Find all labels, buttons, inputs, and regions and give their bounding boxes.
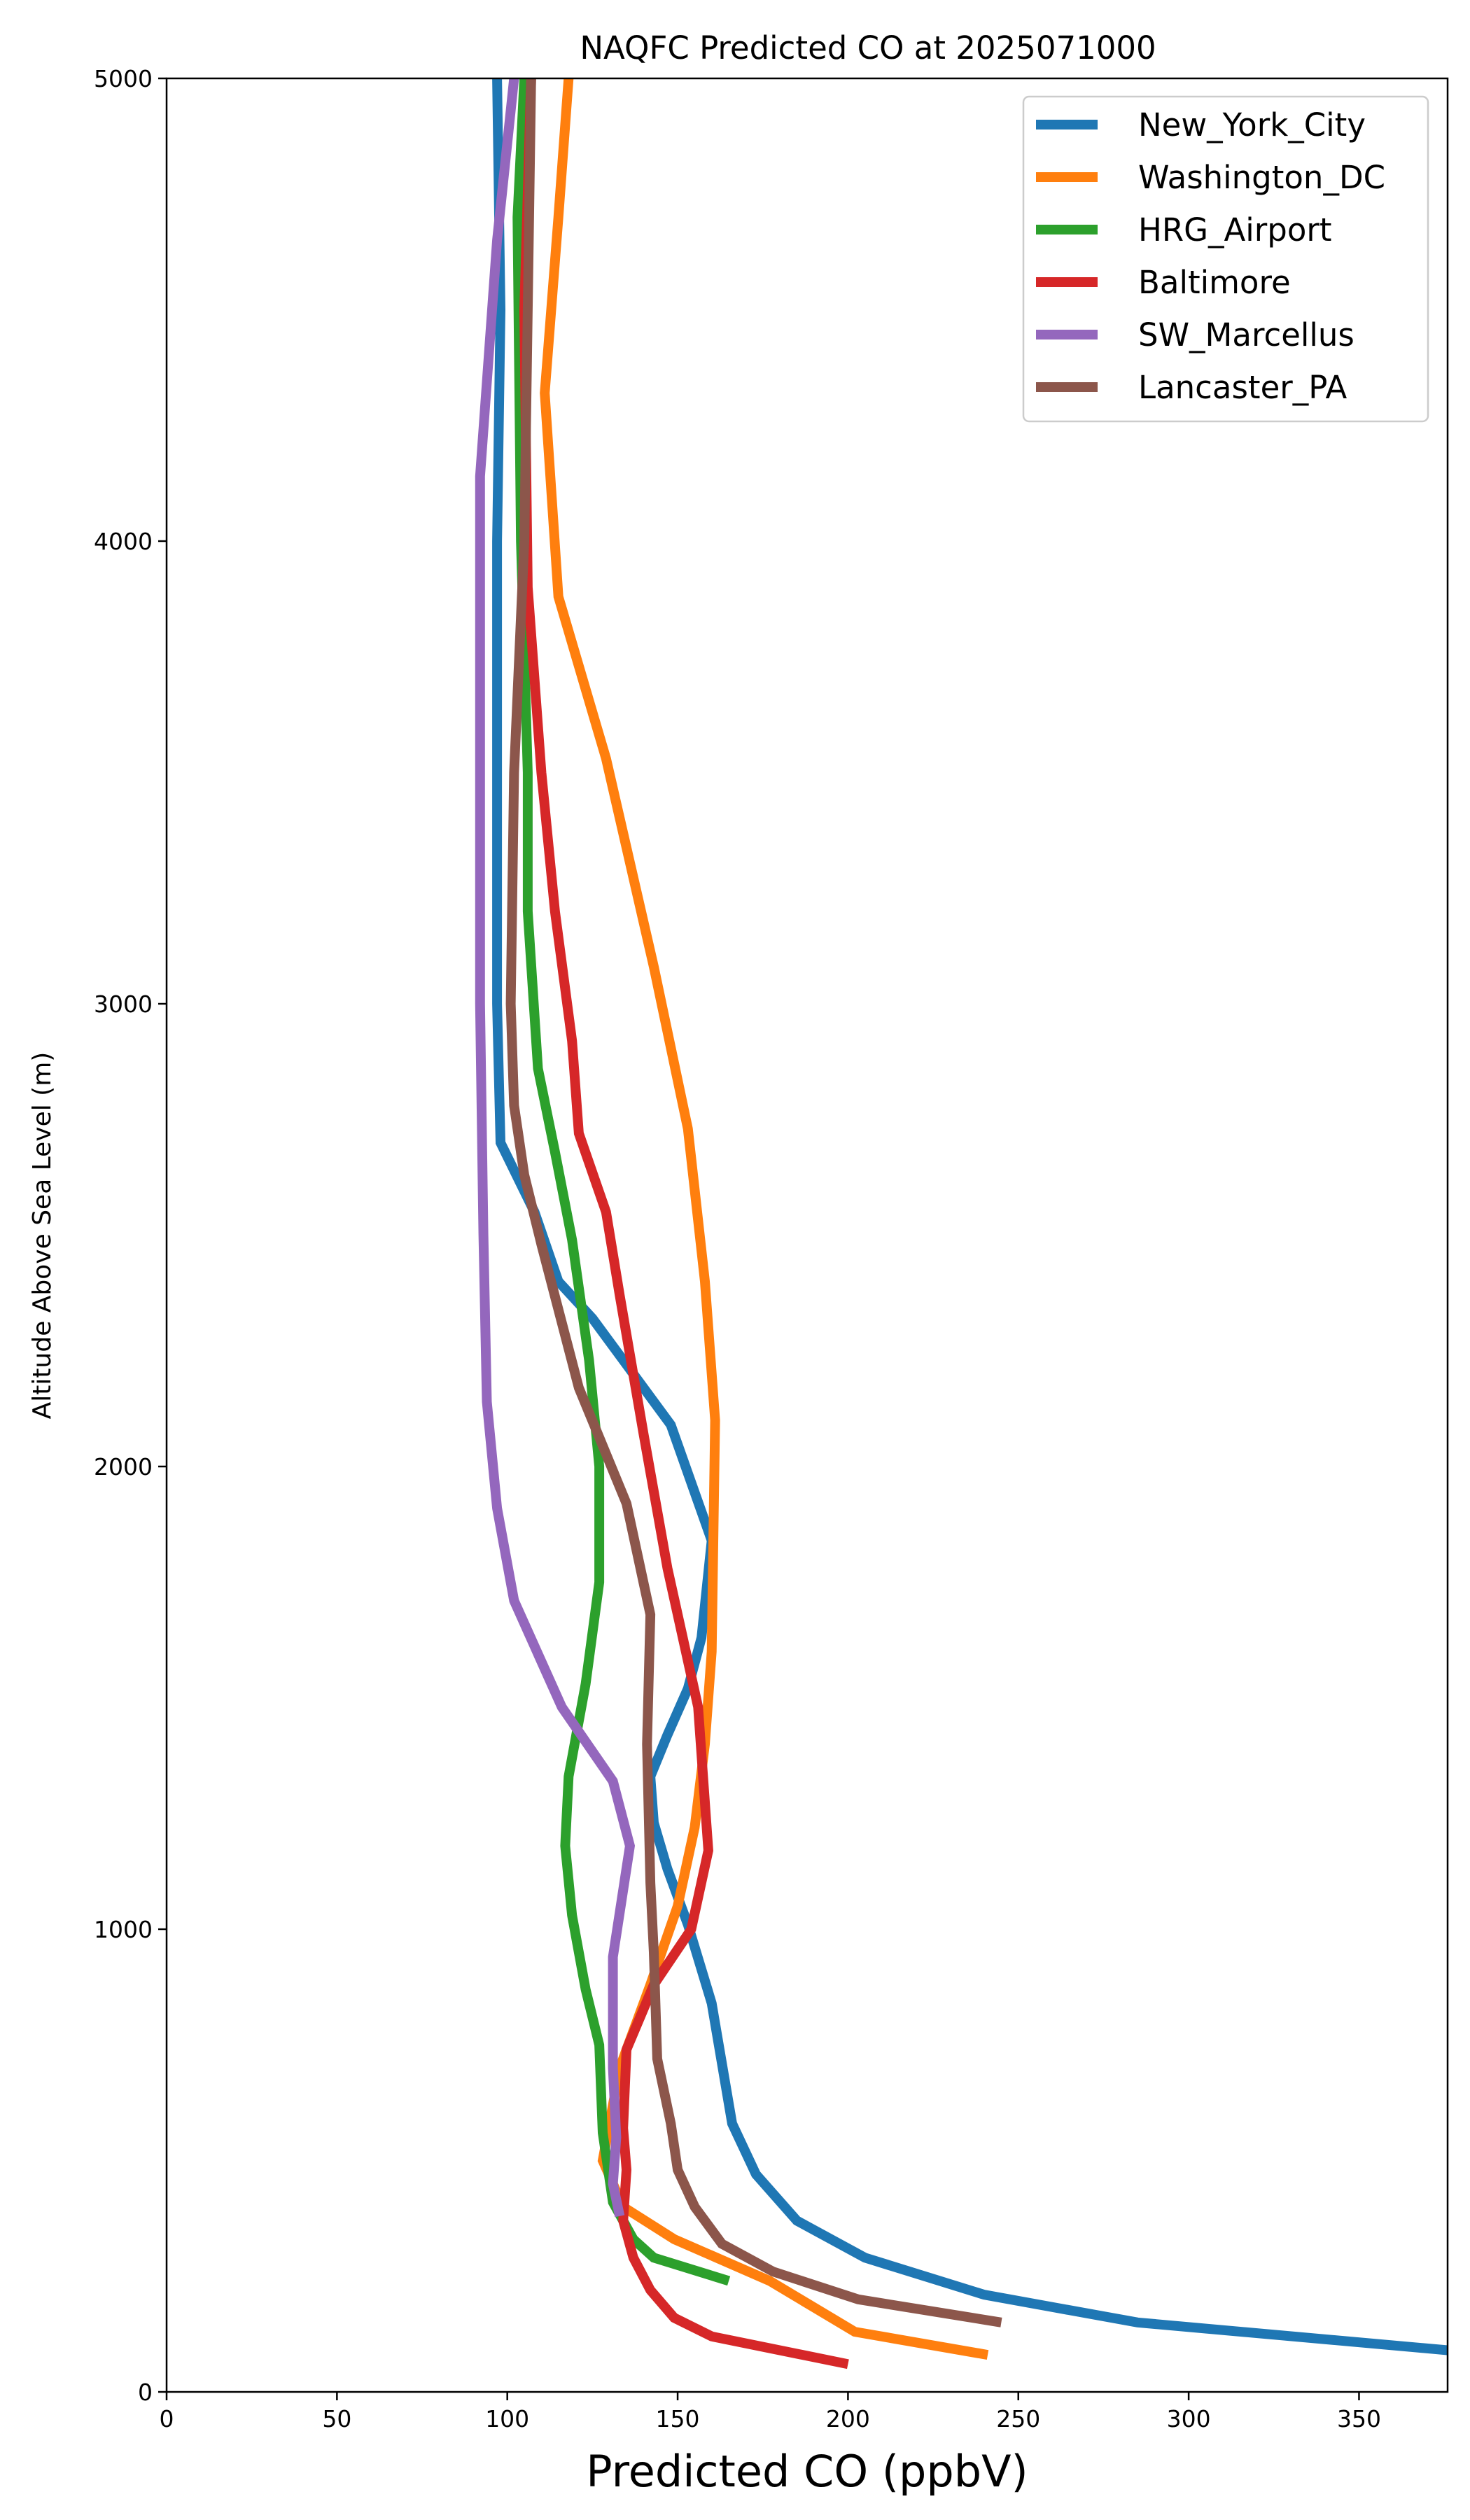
x-tick-label: 200 (826, 2405, 870, 2432)
x-tick-label: 350 (1337, 2405, 1381, 2432)
x-tick-label: 250 (996, 2405, 1040, 2432)
chart-title: NAQFC Predicted CO at 2025071000 (580, 29, 1156, 66)
legend-label-hrg-airport: HRG_Airport (1138, 211, 1332, 248)
legend-label-washington-dc: Washington_DC (1138, 159, 1385, 196)
x-tick-label: 50 (322, 2405, 351, 2432)
series-line-baltimore (519, 78, 849, 2370)
y-axis-label: Altitude Above Sea Level (m) (28, 1052, 57, 1420)
legend-label-baltimore: Baltimore (1138, 264, 1291, 301)
x-tick-label: 150 (656, 2405, 700, 2432)
legend-label-new-york-city: New_York_City (1138, 106, 1366, 144)
x-tick-label: 0 (160, 2405, 174, 2432)
x-tick-label: 100 (485, 2405, 529, 2432)
plot-frame (165, 77, 1449, 2393)
series-line-hrg-airport (512, 78, 731, 2286)
legend-box (1022, 95, 1429, 423)
y-axis-ticks: 0 1000 2000 3000 4000 5000 (94, 65, 167, 2406)
y-tick-label: 1000 (94, 1916, 153, 1943)
chart-legend: New_York_City Washington_DC HRG_Airport Bal… (1022, 95, 1429, 423)
x-axis-label: Predicted CO (ppbV) (586, 2446, 1028, 2497)
legend-label-sw-marcellus: SW_Marcellus (1138, 316, 1354, 354)
series-line-new-york-city (492, 78, 1448, 2356)
legend-label-lancaster-pa: Lancaster_PA (1138, 369, 1348, 406)
x-tick-label: 300 (1167, 2405, 1211, 2432)
series-line-lancaster-pa (505, 78, 1002, 2328)
series-layer (475, 78, 1448, 2370)
x-axis-ticks: 0 50 100 150 200 250 300 350 (160, 2392, 1381, 2432)
y-tick-label: 4000 (94, 528, 153, 555)
y-tick-label: 5000 (94, 65, 153, 92)
series-line-sw-marcellus (475, 78, 636, 2218)
y-tick-label: 0 (138, 2379, 153, 2406)
y-tick-label: 2000 (94, 1453, 153, 1480)
y-tick-label: 3000 (94, 990, 153, 1018)
